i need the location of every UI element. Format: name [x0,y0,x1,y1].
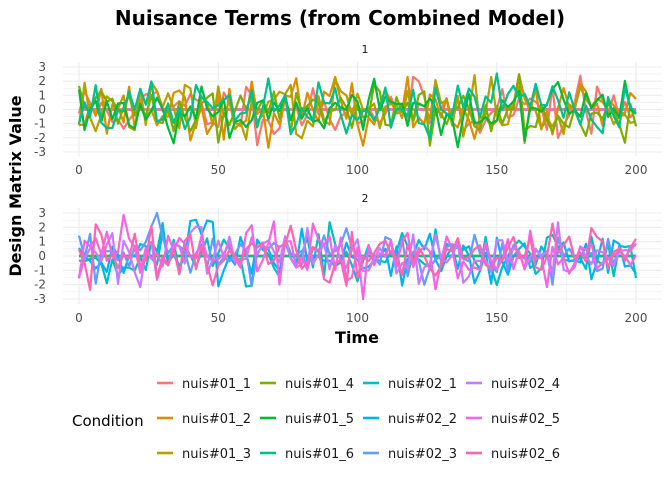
y-tick-label: 1 [38,235,46,249]
y-tick-label: 0 [38,249,46,263]
legend-label: nuis#02_5 [491,412,560,427]
y-tick-label: 3 [38,60,46,74]
x-tick-label: 150 [485,311,508,325]
x-tick-label: 50 [211,311,226,325]
legend-label: nuis#02_2 [388,412,457,427]
series-line-nuis-01_3 [77,74,637,145]
x-tick-label: 150 [485,163,508,177]
x-tick-label: 0 [75,311,83,325]
legend-label: nuis#02_3 [388,447,457,462]
y-axis-title: Design Matrix Value [6,95,25,276]
x-axis-title: Time [335,328,379,347]
x-tick-label: 50 [211,163,226,177]
legend-label: nuis#02_4 [491,377,560,392]
facet-strip-label: 1 [362,43,369,56]
legend-label: nuis#01_1 [182,377,251,392]
y-tick-label: -3 [34,145,46,159]
legend-label: nuis#01_3 [182,447,251,462]
x-tick-label: 200 [625,311,648,325]
x-tick-label: 200 [625,163,648,177]
legend-label: nuis#02_1 [388,377,457,392]
facet-strip-label: 2 [362,192,369,205]
y-tick-label: 0 [38,103,46,117]
y-tick-label: -3 [34,292,46,306]
legend-label: nuis#02_6 [491,447,560,462]
x-tick-label: 100 [346,163,369,177]
series-line-nuis-02_6 [77,222,637,291]
y-tick-label: 2 [38,220,46,234]
series-line-nuis-01_6 [77,72,637,140]
y-tick-label: 1 [38,88,46,102]
x-tick-label: 100 [346,311,369,325]
chart-title: Nuisance Terms (from Combined Model) [114,6,566,30]
y-tick-label: 3 [38,206,46,220]
y-tick-label: -2 [34,131,46,145]
legend-label: nuis#01_2 [182,412,251,427]
legend-label: nuis#01_5 [285,412,354,427]
legend-label: nuis#01_6 [285,447,354,462]
y-tick-label: -2 [34,278,46,292]
legend-title: Condition [72,412,144,430]
y-tick-label: -1 [34,263,46,277]
legend-label: nuis#01_4 [285,377,354,392]
series-line-nuis-01_5 [77,77,637,149]
y-tick-label: 2 [38,74,46,88]
y-tick-label: -1 [34,117,46,131]
series-line-nuis-02_4 [77,221,637,289]
x-tick-label: 0 [75,163,83,177]
